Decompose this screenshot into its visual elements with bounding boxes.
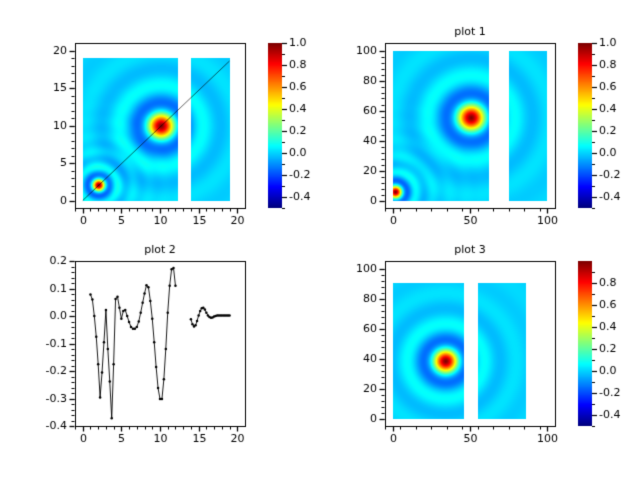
axes-top-right[interactable]	[385, 43, 555, 208]
colorbar-top-left[interactable]	[268, 43, 282, 208]
colorbar-bottom-right[interactable]	[578, 261, 592, 426]
axes-top-left[interactable]	[75, 43, 245, 208]
axes-bottom-right[interactable]	[385, 261, 555, 426]
axes-bottom-left[interactable]	[75, 261, 245, 426]
colorbar-top-right[interactable]	[578, 43, 592, 208]
